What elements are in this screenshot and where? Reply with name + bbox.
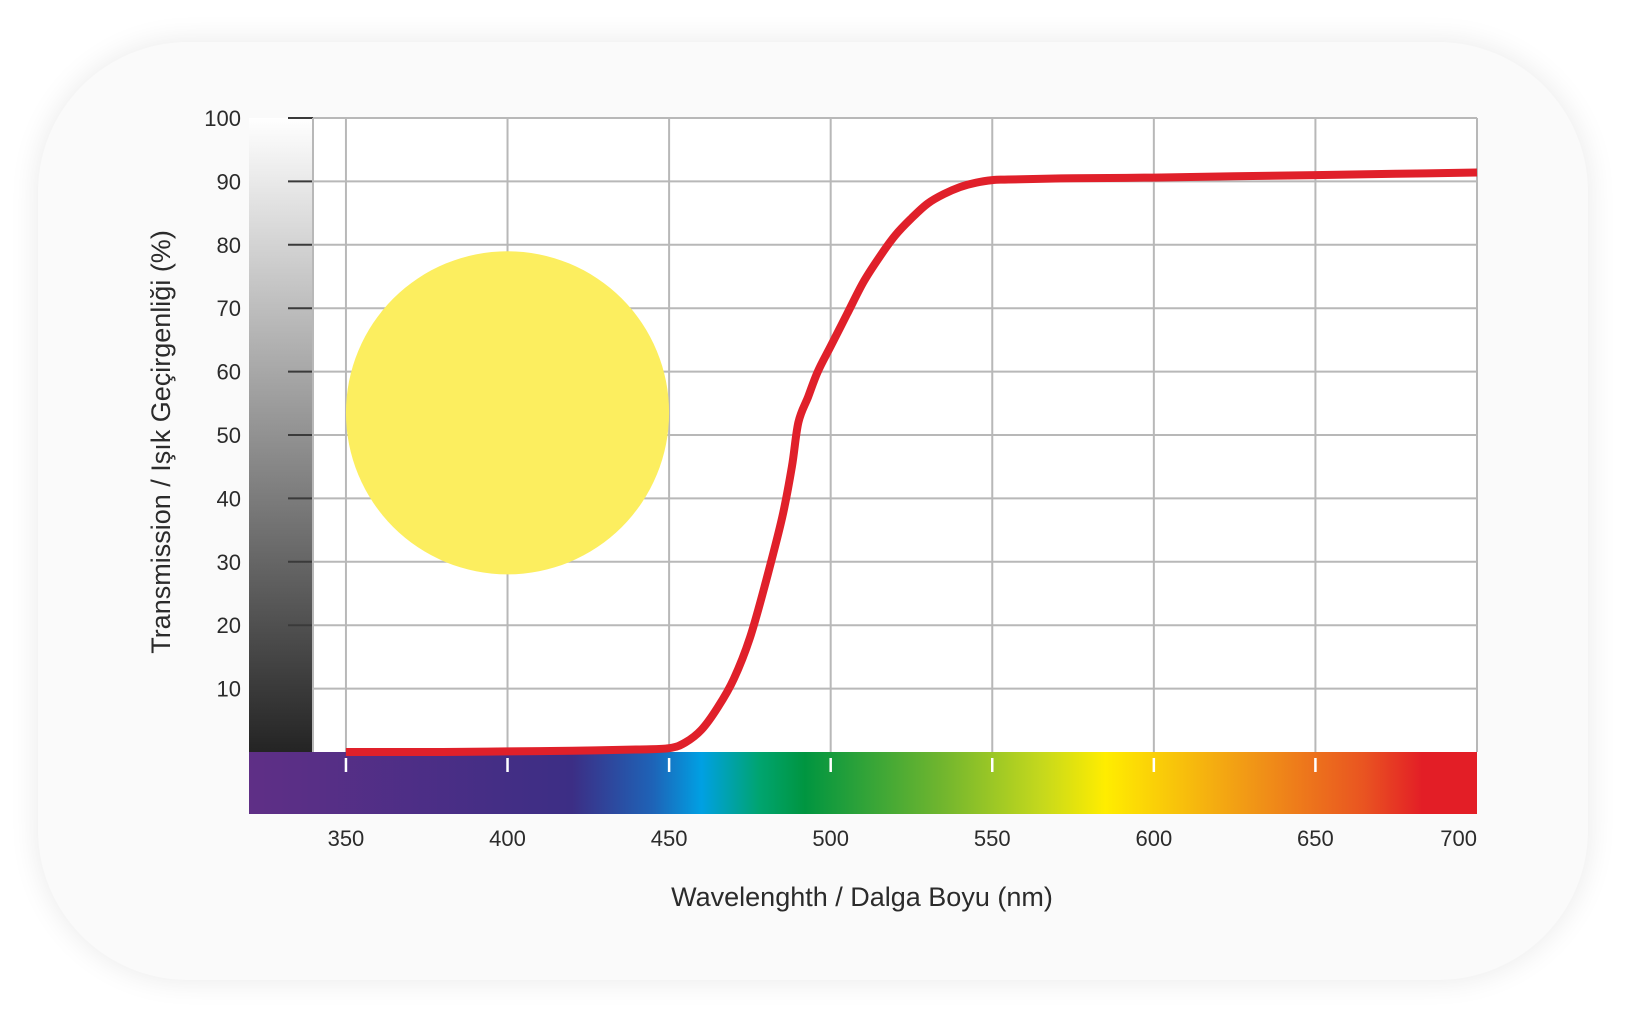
x-axis-title: Wavelenghth / Dalga Boyu (nm) [671,882,1053,912]
y-tick-label: 70 [217,296,241,321]
yellow-circle [345,251,670,575]
y-axis-title: Transmission / Işık Geçirgenliği (%) [146,230,176,654]
y-tick-label: 30 [217,550,241,575]
y-tick-label: 80 [217,233,241,258]
y-axis-tick-labels: 10 20 30 40 50 60 70 80 90 100 [204,106,241,702]
x-tick-label: 450 [651,826,688,851]
y-tick-label: 40 [217,486,241,511]
x-tick-label: 600 [1135,826,1172,851]
x-tick-label: 400 [489,826,526,851]
y-tick-label: 100 [204,106,241,131]
series-layer [345,168,1478,757]
x-tick-label: 700 [1440,826,1477,851]
y-tick-label: 10 [217,677,241,702]
x-tick-label: 500 [812,826,849,851]
x-axis-tick-labels: 350 400 450 500 550 600 650 700 [328,826,1477,851]
x-tick-label: 650 [1297,826,1334,851]
y-tick-label: 50 [217,423,241,448]
annotation-layer [345,251,670,575]
x-tick-label: 550 [974,826,1011,851]
y-tick-label: 90 [217,169,241,194]
x-tick-label: 350 [328,826,365,851]
y-tick-label: 60 [217,360,241,385]
y-tick-label: 20 [217,613,241,638]
spectrum-bar [249,752,1477,814]
transmission-line [345,168,1478,757]
spectrum-tick-marks [344,758,1317,772]
